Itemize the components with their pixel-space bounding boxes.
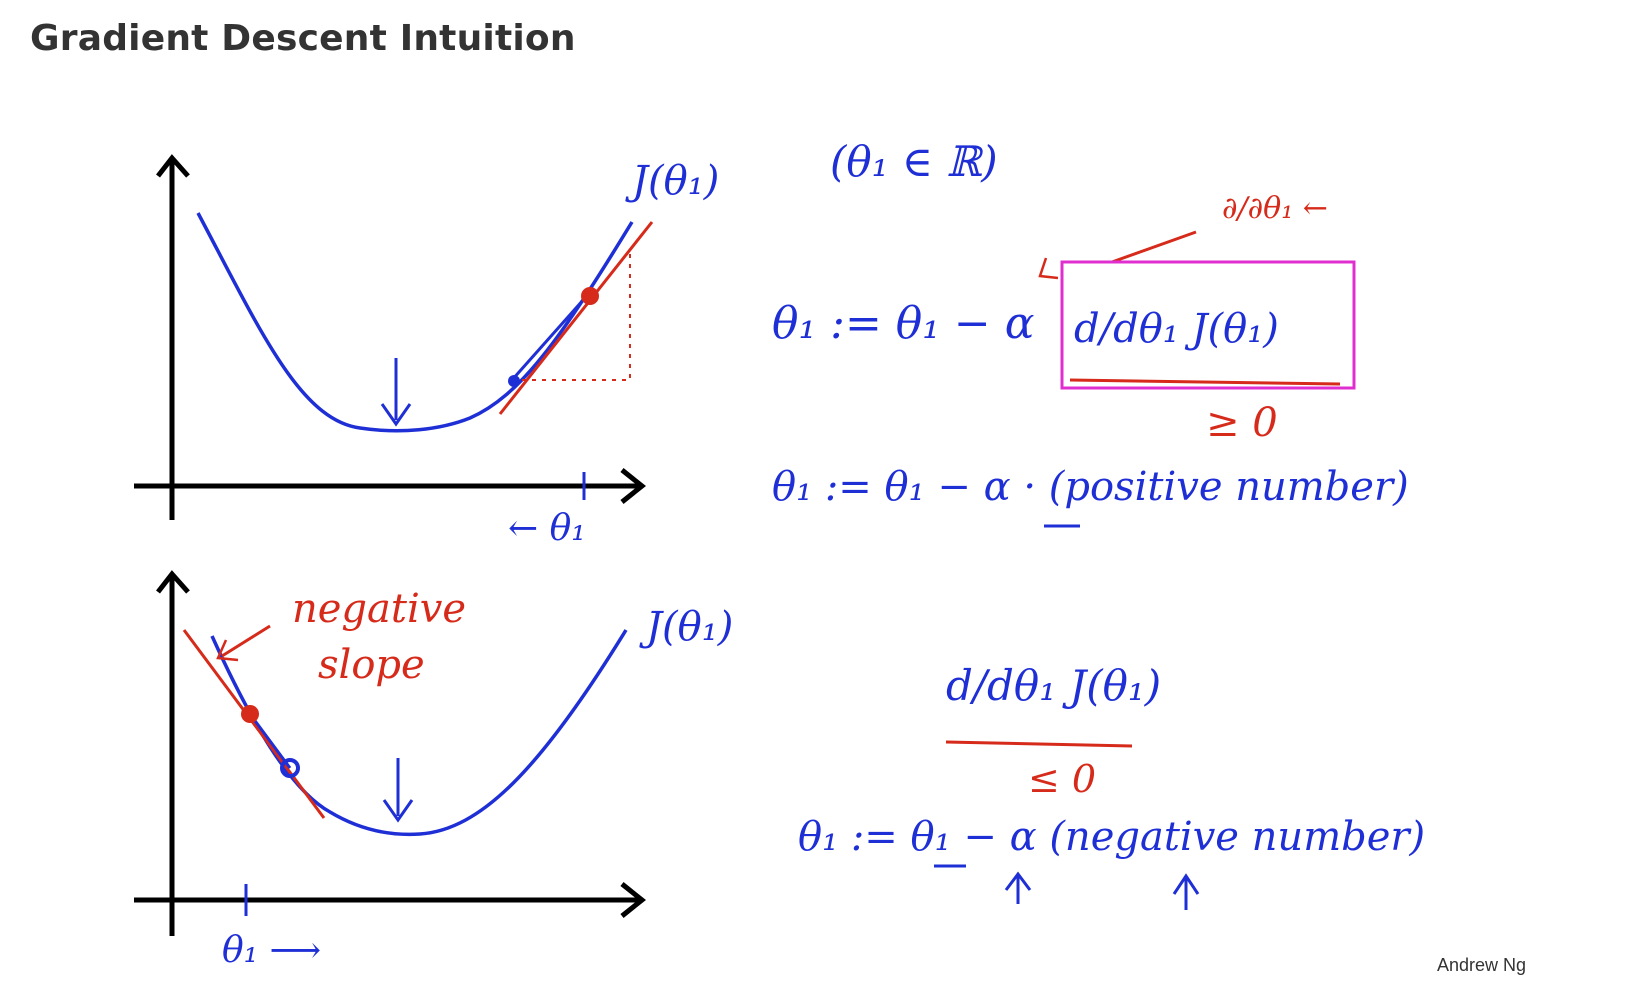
- hint-pointer-arrowhead: [1038, 257, 1059, 280]
- bottom-step-line: [248, 713, 292, 769]
- bottom-tangent-line: [182, 629, 326, 819]
- bottom-curve-label: J(θ₁): [639, 604, 733, 650]
- top-y-arrowhead: [156, 154, 190, 178]
- domain-note: (θ₁ ∈ ℝ): [830, 137, 998, 186]
- top-step-line: [510, 289, 594, 381]
- bottom-min-arrowhead: [382, 799, 414, 823]
- top-x-arrowhead: [620, 468, 647, 504]
- negative-slope-line1: negative: [292, 586, 466, 632]
- slope-pointer-arrowhead: [216, 639, 239, 662]
- top-sign-note: ≥ 0: [1206, 400, 1278, 446]
- number-up-arrowhead: [1172, 873, 1200, 895]
- top-min-arrowhead: [380, 403, 412, 427]
- bottom-axis-label: θ₁ ⟶: [222, 930, 321, 971]
- top-cost-curve: [196, 212, 634, 433]
- bottom-x-arrowhead: [620, 882, 647, 918]
- bottom-start-point: [241, 705, 259, 723]
- partial-derivative-hint: ∂/∂θ₁ ←: [1222, 191, 1328, 226]
- top-tangent-line: [498, 221, 654, 415]
- bottom-derivative-underline: [945, 740, 1133, 748]
- bottom-y-arrowhead: [156, 570, 190, 594]
- top-next-point: [508, 375, 520, 387]
- slope-pointer-arrow: [221, 624, 271, 658]
- hint-pointer-arrow: [1111, 230, 1197, 264]
- page-title: Gradient Descent Intuition: [30, 18, 576, 59]
- top-axis-label: ← θ₁: [508, 508, 586, 549]
- negative-slope-line2: slope: [318, 642, 425, 688]
- update-rule: θ₁ := θ₁ − α: [772, 298, 1034, 349]
- boxed-underline: [1069, 378, 1341, 386]
- bottom-graph: negative slope J(θ₁) θ₁ ⟶: [134, 570, 733, 971]
- top-equations: (θ₁ ∈ ℝ) ∂/∂θ₁ ← θ₁ := θ₁ − α d/dθ₁ J(θ₁…: [772, 137, 1409, 528]
- positive-update: θ₁ := θ₁ − α · (positive number): [772, 464, 1409, 510]
- top-start-point: [581, 287, 599, 305]
- top-curve-label: J(θ₁): [625, 158, 719, 204]
- derivative-box: [1060, 260, 1356, 390]
- minus-up-arrowhead: [1004, 871, 1032, 891]
- bottom-next-point: [280, 758, 300, 778]
- bottom-derivative: d/dθ₁ J(θ₁): [946, 661, 1161, 710]
- author-credit: Andrew Ng: [1436, 955, 1526, 975]
- boxed-derivative: d/dθ₁ J(θ₁): [1074, 306, 1279, 352]
- negative-update: θ₁ := θ₁ − α (negative number): [798, 814, 1425, 860]
- bottom-equations: d/dθ₁ J(θ₁) ≤ 0 θ₁ := θ₁ − α (negative n…: [798, 661, 1425, 910]
- top-graph: J(θ₁) ← θ₁: [134, 154, 719, 549]
- bottom-sign-note: ≤ 0: [1028, 757, 1096, 801]
